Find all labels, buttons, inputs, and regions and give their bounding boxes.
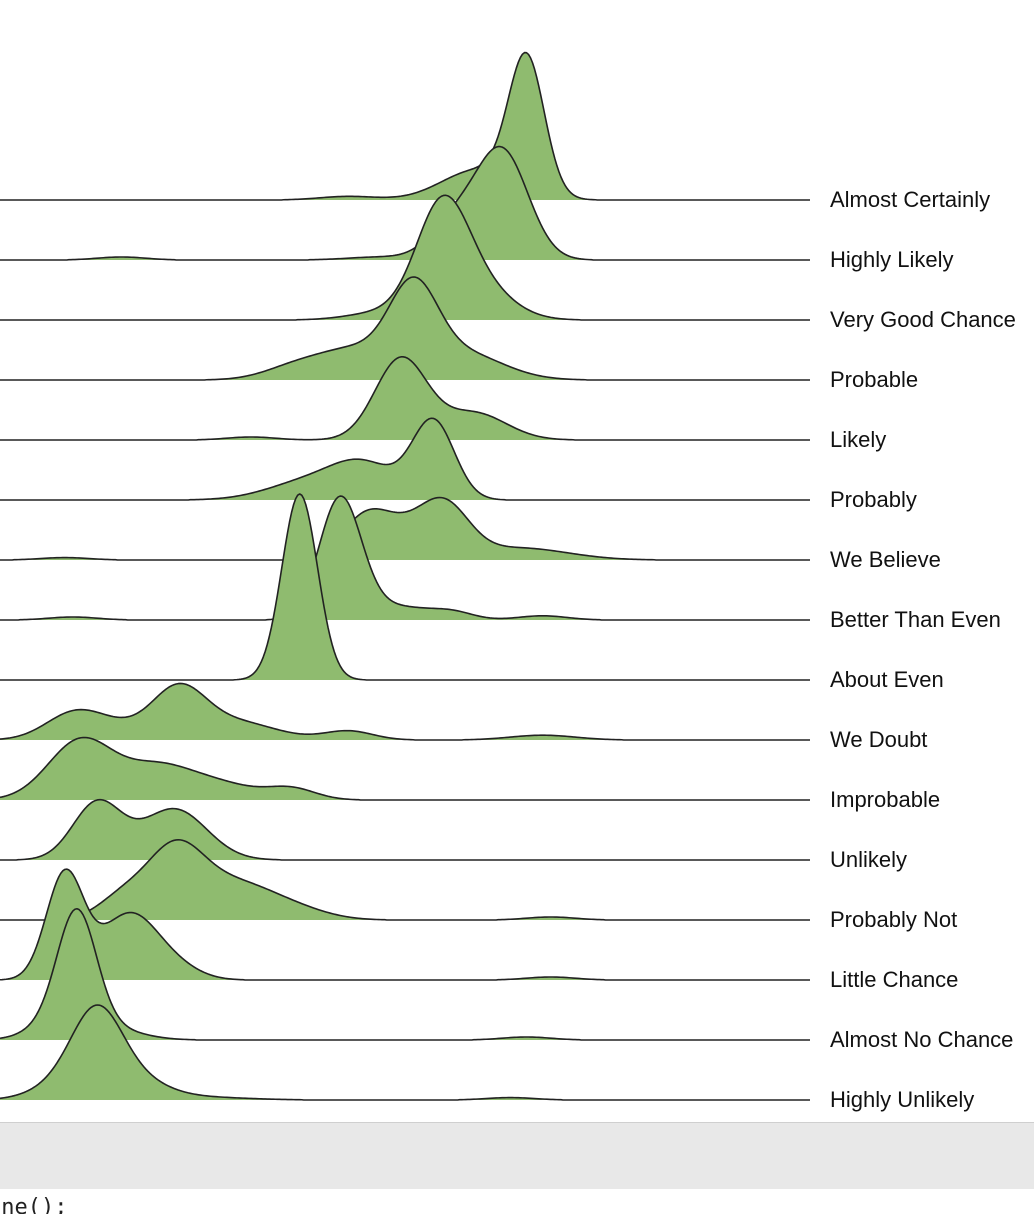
row-label: Highly Unlikely (830, 1087, 974, 1112)
ridge-row (0, 736, 810, 801)
ridge-outline (0, 736, 810, 801)
row-label: Unlikely (830, 847, 907, 872)
row-label: Little Chance (830, 967, 958, 992)
code-cell-strip: one(); (0, 1189, 1034, 1214)
ridge-outline (0, 838, 810, 921)
ridge-outline (0, 868, 810, 981)
row-label: Probable (830, 367, 918, 392)
ridge-area (0, 1005, 810, 1100)
ridge-row (0, 145, 810, 261)
ridge-outline (0, 907, 810, 1041)
ridge-area (0, 497, 810, 560)
ridge-area (0, 276, 810, 380)
row-label: We Believe (830, 547, 941, 572)
ridge-area (0, 356, 810, 440)
row-label: Likely (830, 427, 886, 452)
ridge-area (0, 799, 810, 860)
ridge-row (0, 417, 810, 501)
ridge-outline (0, 417, 810, 501)
ridge-row (0, 496, 810, 561)
ridge-area (0, 737, 810, 800)
ridge-outline (0, 496, 810, 561)
ridge-row (0, 798, 810, 861)
row-label: Better Than Even (830, 607, 1001, 632)
ridge-outline (0, 355, 810, 441)
row-label: Improbable (830, 787, 940, 812)
ridge-area (0, 146, 810, 260)
row-label: Highly Likely (830, 247, 954, 272)
row-label: Almost Certainly (830, 187, 990, 212)
ridge-row (0, 51, 810, 201)
ridgeline-chart: Almost Certainly Highly Likely Very Good C… (0, 51, 1016, 1112)
ridge-row (0, 1004, 810, 1101)
ridge-area (0, 839, 810, 920)
ridge-row (0, 682, 810, 741)
ridge-area (0, 683, 810, 740)
ridgeline-plot: Almost Certainly Highly Likely Very Good C… (0, 51, 1016, 1112)
ridge-outline (0, 276, 810, 381)
ridge-row (0, 495, 810, 621)
row-label: We Doubt (830, 727, 927, 752)
ridge-row (0, 355, 810, 441)
ridge-area (0, 52, 810, 200)
ridge-row (0, 493, 810, 681)
row-label: Very Good Chance (830, 307, 1016, 332)
ridge-row (0, 838, 810, 921)
ridge-outline (0, 51, 810, 201)
row-label: Probably Not (830, 907, 957, 932)
ridge-outline (0, 682, 810, 741)
row-label: Probably (830, 487, 917, 512)
ridge-outline (0, 194, 810, 321)
ridge-outline (0, 1004, 810, 1101)
ridge-outline (0, 493, 810, 681)
row-label: About Even (830, 667, 944, 692)
ridge-area (0, 418, 810, 500)
ridge-outline (0, 798, 810, 861)
code-cell-text: one(); (0, 1195, 68, 1214)
output-divider-bar (0, 1122, 1034, 1190)
ridge-outline (0, 495, 810, 621)
ridge-row (0, 276, 810, 381)
row-label: Almost No Chance (830, 1027, 1013, 1052)
ridge-outline (0, 145, 810, 261)
